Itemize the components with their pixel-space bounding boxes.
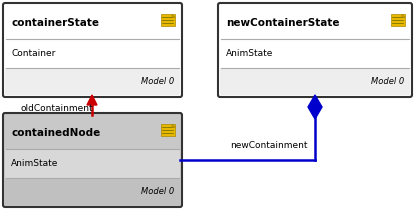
Text: AnimState: AnimState — [11, 159, 58, 168]
Text: Model 0: Model 0 — [141, 187, 174, 196]
Bar — [391, 14, 405, 26]
Text: containerState: containerState — [11, 18, 99, 28]
Text: AnimState: AnimState — [226, 49, 274, 58]
Bar — [5, 178, 180, 205]
Text: containedNode: containedNode — [11, 128, 100, 138]
Text: oldContainment: oldContainment — [20, 104, 93, 112]
FancyBboxPatch shape — [3, 113, 182, 207]
Polygon shape — [402, 14, 405, 17]
Polygon shape — [308, 95, 322, 119]
Bar — [5, 39, 180, 68]
Bar — [220, 39, 410, 68]
Polygon shape — [172, 14, 175, 17]
Text: Model 0: Model 0 — [371, 77, 404, 86]
Bar — [161, 14, 175, 26]
FancyBboxPatch shape — [3, 3, 182, 97]
Polygon shape — [87, 95, 97, 105]
Text: newContainment: newContainment — [230, 141, 307, 150]
Bar — [161, 124, 175, 136]
Bar — [5, 149, 180, 178]
Bar — [220, 68, 410, 95]
FancyBboxPatch shape — [218, 3, 412, 97]
Text: Container: Container — [11, 49, 55, 58]
Bar — [5, 68, 180, 95]
Text: newContainerState: newContainerState — [226, 18, 339, 28]
Polygon shape — [172, 124, 175, 127]
Text: Model 0: Model 0 — [141, 77, 174, 86]
